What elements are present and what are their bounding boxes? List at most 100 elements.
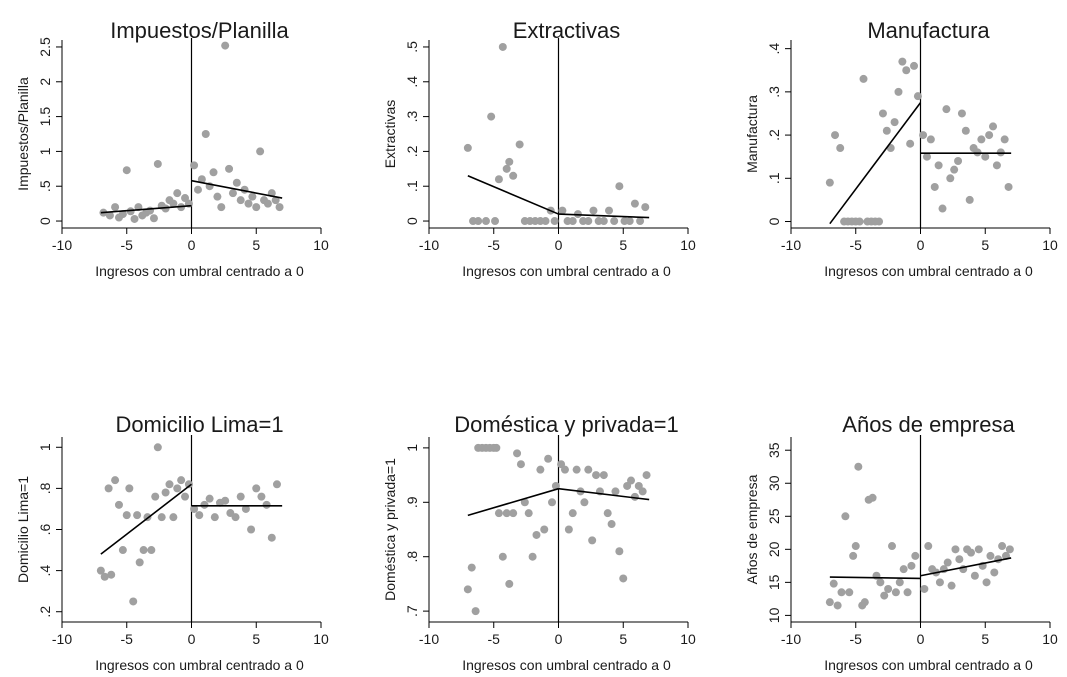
data-point — [257, 492, 266, 501]
data-point — [899, 565, 908, 574]
data-point — [177, 476, 186, 485]
data-point — [498, 42, 507, 51]
data-point — [560, 465, 569, 474]
data-point — [882, 126, 891, 135]
data-point — [169, 513, 178, 522]
data-point — [910, 61, 919, 70]
data-point — [580, 498, 589, 507]
data-point — [165, 480, 174, 489]
data-point — [919, 131, 928, 140]
x-tick-label: -5 — [850, 237, 863, 253]
data-point — [989, 122, 998, 131]
data-point — [532, 530, 541, 539]
data-point — [970, 571, 979, 580]
data-point — [114, 500, 123, 509]
data-point — [173, 484, 182, 493]
data-point — [841, 512, 850, 521]
data-point — [544, 454, 553, 463]
data-point — [974, 545, 983, 554]
data-point — [213, 192, 222, 201]
data-point — [515, 140, 524, 149]
x-tick-label: 5 — [619, 237, 627, 253]
y-tick-label: .3 — [404, 111, 420, 123]
data-point — [564, 525, 573, 534]
data-point — [111, 476, 120, 485]
data-point — [201, 130, 210, 138]
data-point — [520, 498, 529, 507]
data-point — [551, 481, 560, 490]
data-point — [903, 588, 912, 597]
data-point — [231, 513, 240, 522]
y-tick-label: 0 — [404, 217, 420, 225]
data-point — [492, 443, 501, 452]
y-tick-label: .7 — [404, 605, 420, 617]
data-point — [181, 492, 190, 501]
y-tick-label: .3 — [766, 86, 782, 98]
data-point — [118, 546, 127, 555]
data-point — [272, 480, 281, 489]
x-tick-label: -10 — [52, 631, 72, 647]
x-tick-label: 0 — [917, 631, 925, 647]
y-tick-label: .2 — [404, 145, 420, 157]
data-point — [836, 144, 845, 153]
data-point — [146, 206, 155, 215]
data-point — [825, 178, 834, 187]
data-point — [833, 601, 842, 610]
data-point — [641, 203, 650, 212]
data-point — [630, 199, 639, 208]
y-tick-label: 20 — [766, 541, 782, 557]
data-point — [930, 182, 939, 191]
y-tick-label: 1 — [37, 147, 53, 155]
y-axis-label: Doméstica y privada=1 — [382, 458, 398, 601]
data-point — [868, 493, 877, 502]
x-tick-label: 5 — [981, 237, 989, 253]
chart-title: Manufactura — [867, 18, 990, 43]
x-tick-label: 0 — [917, 237, 925, 253]
data-point — [494, 175, 503, 184]
data-point — [151, 492, 160, 501]
data-point — [130, 214, 139, 223]
data-point — [884, 584, 893, 593]
data-point — [247, 525, 256, 534]
fit-line-left — [467, 175, 559, 215]
data-point — [509, 509, 518, 518]
chart-panel-1: Impuestos/Planilla -10 -5 0 5 10 0 .5 1 1.5 2 2.5 In… — [15, 18, 329, 279]
data-point — [463, 585, 472, 594]
data-point — [568, 217, 577, 226]
data-point — [122, 166, 131, 175]
data-point — [558, 206, 567, 215]
data-point — [190, 161, 199, 170]
data-point — [125, 484, 134, 493]
x-tick-label: 0 — [555, 237, 563, 253]
y-tick-label: .2 — [37, 606, 53, 618]
data-point — [540, 525, 549, 534]
data-point — [627, 476, 636, 485]
data-point — [161, 488, 170, 497]
data-point — [615, 547, 624, 556]
y-tick-label: .8 — [37, 482, 53, 494]
data-point — [599, 471, 608, 480]
data-point — [111, 203, 120, 212]
data-point — [610, 217, 619, 226]
data-point — [584, 217, 593, 226]
data-point — [875, 217, 884, 226]
data-point — [894, 87, 903, 96]
data-point — [236, 196, 245, 205]
x-tick-label: 5 — [981, 631, 989, 647]
data-point — [855, 217, 864, 226]
data-point — [122, 511, 131, 520]
x-tick-label: 5 — [252, 631, 260, 647]
x-tick-label: -10 — [781, 237, 801, 253]
data-point — [876, 578, 885, 587]
data-point — [955, 555, 964, 564]
data-point — [938, 204, 947, 213]
data-point — [487, 112, 496, 121]
x-axis-label: Ingresos con umbral centrado a 0 — [824, 657, 1033, 673]
x-tick-label: 0 — [188, 631, 196, 647]
data-point — [133, 511, 142, 520]
y-tick-label: 35 — [766, 442, 782, 458]
data-point — [572, 465, 581, 474]
chart-panel-2: Extractivas -10 -5 0 5 10 0 .1 .2 .3 .4 .5 Ingresos … — [382, 18, 696, 279]
data-point — [907, 561, 916, 570]
